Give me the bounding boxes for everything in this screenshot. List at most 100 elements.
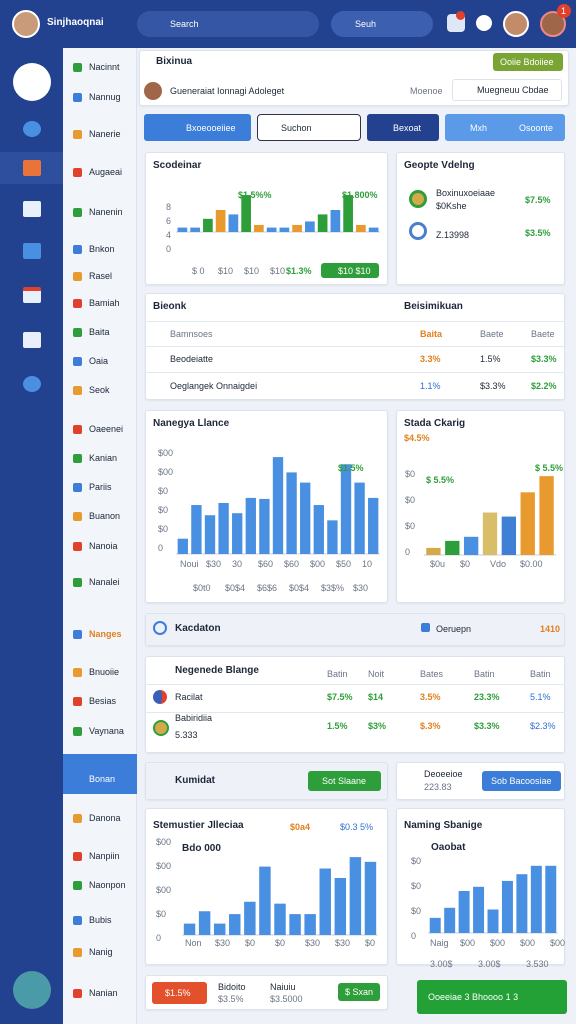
rail-icon[interactable]: [23, 376, 41, 392]
bar: [304, 914, 316, 935]
badge: $ 5.5%: [535, 463, 564, 473]
top-button-text: Ooiie Bdoiiee: [500, 57, 554, 67]
column-header: Bamnsoes: [170, 329, 213, 339]
button-text: $ Sxan: [345, 987, 374, 997]
y-tick-label: 0: [405, 547, 411, 557]
check-icon[interactable]: [476, 15, 492, 31]
divider: [145, 712, 565, 713]
bar: [274, 903, 286, 935]
search-box[interactable]: [137, 11, 319, 37]
nav-icon: [73, 578, 82, 587]
table-title: Bieonk: [153, 301, 187, 312]
y-tick-label: $0: [405, 469, 416, 479]
search-button-text: Seuh: [355, 19, 377, 29]
nav-icon: [73, 814, 82, 823]
badge-text: $1.5%: [165, 988, 191, 998]
x-label: 30: [232, 559, 243, 569]
x-label: 3.00$: [478, 959, 501, 969]
x-label: Vdo: [490, 559, 507, 569]
bottom-badge[interactable]: [152, 982, 207, 1004]
button-text: Bxoeooeiiee: [186, 123, 236, 133]
nav-icon: [73, 168, 82, 177]
y-tick-label: 0: [166, 244, 172, 254]
search-button[interactable]: [331, 11, 433, 37]
primary-button[interactable]: [144, 114, 251, 141]
nav-item: Seok: [89, 385, 110, 395]
card-title: Stada Ckarig: [404, 418, 466, 429]
column-header: Batin: [327, 669, 348, 679]
table-title: Negenede Blange: [175, 665, 259, 676]
bar: [426, 547, 441, 555]
y-tick-label: $0: [411, 856, 422, 866]
tag: $0.3 5%: [340, 822, 374, 832]
avatar: [12, 10, 40, 38]
nav-icon: [73, 130, 82, 139]
bottom-button[interactable]: [338, 983, 380, 1001]
stats-chart: [182, 857, 378, 936]
cta-button[interactable]: [417, 980, 567, 1014]
row-sub: 5.333: [175, 730, 198, 740]
fab[interactable]: [13, 971, 51, 1009]
bar: [545, 865, 557, 933]
bar: [501, 880, 513, 933]
status-chip-text: Muegneuu Cbdae: [477, 85, 549, 95]
nav-icon: [73, 916, 82, 925]
value-label: $1.5%%: [238, 190, 272, 200]
filter-button[interactable]: [445, 114, 565, 141]
rail-icon[interactable]: [23, 201, 41, 217]
nav-icon: [73, 630, 82, 639]
cell: 3.5%: [420, 692, 441, 702]
x-label: $0$4: [225, 583, 246, 593]
rail-icon[interactable]: [23, 332, 41, 348]
nav-item: Bamiah: [89, 298, 120, 308]
row-name: Racilat: [175, 692, 203, 702]
row-icon: [153, 720, 169, 736]
cell: $14: [368, 692, 384, 702]
nav-item: Besias: [89, 696, 117, 706]
summary-button[interactable]: [308, 771, 381, 791]
nav-item: Nanges: [89, 629, 122, 639]
location-chip: [421, 623, 430, 632]
export-button[interactable]: [367, 114, 439, 141]
top-button[interactable]: [493, 53, 563, 71]
right-button[interactable]: [482, 771, 561, 791]
nav-icon: [73, 299, 82, 308]
x-label: $0.00: [520, 559, 543, 569]
goal-value: $7.5%: [525, 195, 551, 205]
status-chip[interactable]: [452, 79, 562, 101]
y-tick-label: $00: [156, 861, 172, 871]
rail-icon[interactable]: [23, 243, 41, 259]
y-tick-label: $0: [158, 524, 169, 534]
nav-icon: [73, 775, 82, 784]
bar: [349, 857, 362, 935]
bar: [254, 224, 264, 232]
rail-icon[interactable]: [23, 287, 41, 303]
goal-icon: [409, 222, 427, 240]
column-header: Bates: [420, 669, 444, 679]
sales-button[interactable]: [321, 263, 379, 278]
balance-chart: [176, 457, 380, 555]
bar: [228, 214, 239, 232]
cell: 5.1%: [530, 692, 551, 702]
divider: [145, 321, 565, 322]
rail-icon[interactable]: [23, 160, 41, 176]
card-title: Nanegya Llance: [153, 418, 230, 429]
table-title: Beisimikuan: [404, 301, 463, 312]
nav-item: Nanenin: [89, 207, 123, 217]
bar: [364, 861, 377, 935]
bar: [482, 512, 498, 555]
logo[interactable]: [13, 63, 51, 101]
bar: [520, 492, 535, 555]
cell: $3.3%: [531, 354, 557, 364]
x-label: $6$6: [257, 583, 278, 593]
value: $3.5%: [218, 994, 244, 1004]
rail-icon[interactable]: [23, 121, 41, 137]
x-label: $30: [215, 938, 231, 948]
location-bar: [145, 613, 565, 646]
button-text: Sot Slaane: [322, 776, 367, 786]
select[interactable]: [257, 114, 361, 141]
user-avatar[interactable]: [503, 11, 529, 37]
y-tick-label: 4: [166, 230, 172, 240]
nav-item: Nanig: [89, 947, 113, 957]
